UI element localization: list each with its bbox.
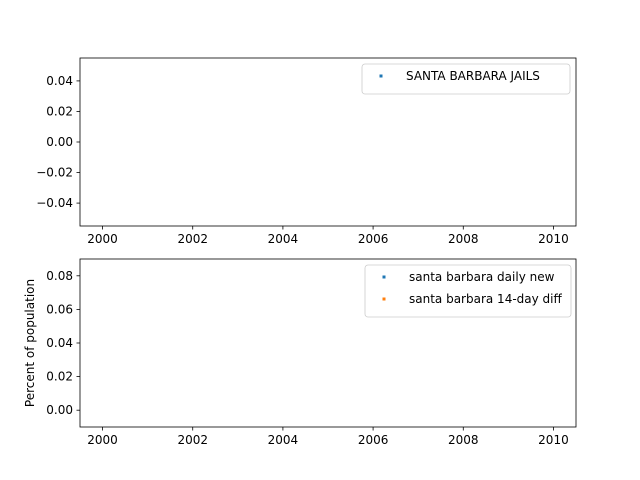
x-tick-label: 2004 (268, 232, 299, 246)
legend-marker (382, 297, 386, 301)
legend: SANTA BARBARA JAILS (361, 63, 571, 95)
x-tick-label: 2006 (358, 232, 389, 246)
x-tick-label: 2002 (177, 433, 208, 447)
x-tick-label: 2010 (538, 433, 569, 447)
y-tick-label: 0.02 (46, 370, 73, 384)
legend-label: SANTA BARBARA JAILS (406, 69, 540, 83)
y-tick-label: 0.08 (46, 269, 73, 283)
legend-label: santa barbara 14-day diff (409, 292, 562, 306)
y-tick-label: 0.00 (46, 403, 73, 417)
x-tick-label: 2000 (87, 232, 118, 246)
bottom-subplot: 2000 2002 2004 2006 2008 2010 0.00 0.02 0.04 0.06… (23, 258, 577, 447)
x-tick-label: 2000 (87, 433, 118, 447)
y-axis-label: Percent of population (23, 279, 37, 407)
legend-label: santa barbara daily new (409, 270, 555, 284)
x-tick-label: 2010 (538, 232, 569, 246)
x-tick-label: 2008 (448, 232, 479, 246)
legend-marker (382, 275, 386, 279)
legend: santa barbara daily new santa barbara 14-… (364, 264, 572, 318)
x-tick-label: 2002 (177, 232, 208, 246)
y-tick-label: 0.06 (46, 302, 73, 316)
y-tick-label: 0.04 (46, 74, 73, 88)
y-tick-label: −0.02 (36, 166, 73, 180)
legend-marker (379, 74, 383, 78)
legend-box (361, 63, 571, 95)
legend-box (364, 264, 572, 318)
top-subplot: 2000 2002 2004 2006 2008 2010 −0.04 −0.02 0.00 0.… (36, 57, 577, 246)
x-tick-label: 2006 (358, 433, 389, 447)
y-tick-label: 0.04 (46, 336, 73, 350)
y-tick-label: 0.00 (46, 135, 73, 149)
y-tick-label: −0.04 (36, 196, 73, 210)
y-tick-label: 0.02 (46, 104, 73, 118)
x-tick-label: 2004 (268, 433, 299, 447)
x-tick-label: 2008 (448, 433, 479, 447)
